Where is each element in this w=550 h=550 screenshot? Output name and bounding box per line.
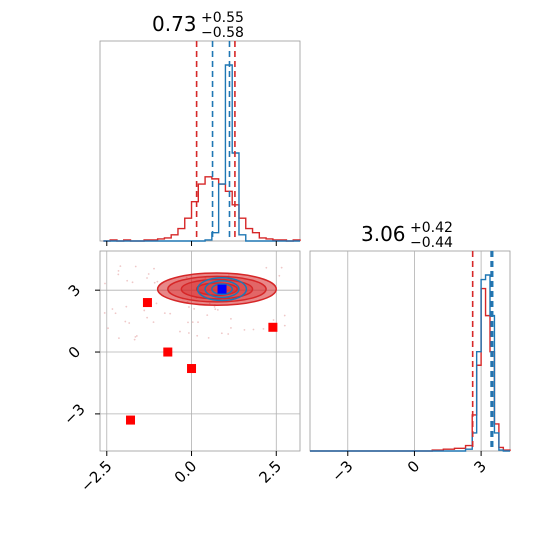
- hist2-xtick-label-2: 3: [470, 457, 489, 476]
- sample-point: [134, 265, 137, 268]
- sample-point: [187, 321, 189, 324]
- joint-contours: [103, 265, 286, 341]
- sample-point: [135, 335, 138, 337]
- marked-point-3: [126, 415, 136, 425]
- sample-point: [283, 324, 286, 327]
- marked-points: [126, 284, 278, 425]
- sample-point: [117, 273, 120, 276]
- sample-point: [163, 312, 166, 315]
- sample-point: [265, 266, 268, 269]
- joint-xtick-label-0: −2.5: [77, 457, 115, 495]
- joint-ytick-label-1: 0: [65, 343, 84, 362]
- sample-point: [143, 309, 146, 312]
- sample-point: [119, 265, 122, 268]
- sample-point: [126, 279, 129, 282]
- sample-point: [146, 316, 149, 319]
- marked-point-1: [163, 347, 173, 357]
- sample-point: [243, 328, 246, 331]
- sample-point: [125, 305, 128, 308]
- joint-blue-contour-2: [211, 283, 233, 296]
- sample-point: [152, 321, 155, 323]
- sample-point: [114, 312, 117, 315]
- sample-point: [191, 321, 194, 324]
- sample-point: [220, 332, 223, 335]
- hist2-xtick-label-0: −3: [328, 457, 356, 485]
- sample-point: [103, 312, 106, 314]
- sample-point: [187, 332, 190, 334]
- hist2-xtick-label-1: 0: [404, 457, 423, 476]
- sample-point: [147, 273, 150, 275]
- histogram-param-2: [310, 274, 511, 452]
- title-param-2: 3.06 +0.42 −0.44: [361, 220, 453, 251]
- sample-point: [118, 337, 120, 340]
- sample-point: [124, 320, 127, 323]
- sample-point: [134, 335, 137, 338]
- sample-point: [206, 314, 209, 317]
- marked-point-0: [142, 298, 152, 308]
- sample-point: [146, 277, 148, 279]
- joint-xtick-label-1: 0.0: [171, 457, 201, 487]
- sample-point: [153, 267, 155, 270]
- title-param-2-plus: +0.42: [410, 220, 453, 236]
- joint-blue-contour-0: [196, 277, 248, 302]
- sample-point: [252, 328, 255, 331]
- title-param-1: 0.73 +0.55 −0.58: [152, 10, 244, 41]
- title-param-1-value: 0.73: [152, 12, 197, 36]
- joint-ytick-label-2: 3: [65, 281, 84, 300]
- sample-point: [188, 306, 190, 308]
- sample-point: [104, 282, 106, 285]
- sample-point: [128, 322, 131, 324]
- title-param-2-value: 3.06: [361, 222, 406, 246]
- sample-point: [107, 327, 109, 330]
- truth-point: [217, 284, 227, 294]
- sample-point: [169, 312, 172, 315]
- sample-point: [230, 317, 232, 320]
- sample-point: [207, 336, 210, 339]
- sample-point: [131, 281, 134, 284]
- marked-point-2: [187, 364, 197, 374]
- sample-point: [196, 334, 199, 337]
- sample-point: [230, 327, 232, 329]
- sample-point: [179, 330, 181, 333]
- hist-param-2-frame: [309, 250, 511, 452]
- quantile-lines: [195, 41, 494, 451]
- hist-2-blue-series: [310, 274, 510, 452]
- sample-point: [216, 308, 219, 311]
- sample-point: [280, 266, 283, 269]
- sample-point: [262, 327, 265, 330]
- joint-ytick-label-0: −3: [60, 400, 88, 428]
- sample-point: [283, 314, 286, 317]
- marked-point-4: [268, 322, 278, 332]
- sample-point: [213, 306, 216, 308]
- title-param-1-minus: −0.58: [201, 25, 244, 41]
- sample-point: [155, 302, 158, 305]
- sample-point: [214, 308, 217, 311]
- title-param-1-plus: +0.55: [201, 10, 244, 26]
- sample-point: [278, 274, 281, 277]
- hist-param-1-frame: [99, 40, 301, 242]
- title-param-2-minus: −0.44: [410, 235, 453, 251]
- sample-point: [197, 321, 199, 324]
- sample-point: [133, 338, 136, 341]
- sample-point: [272, 319, 275, 321]
- sample-point: [111, 308, 114, 310]
- sample-point: [153, 281, 156, 284]
- joint-red-contour-0: [156, 272, 278, 306]
- sample-point: [117, 270, 120, 272]
- sample-point: [227, 333, 230, 335]
- joint-blue-contour-1: [204, 280, 240, 299]
- sample-point: [193, 307, 196, 310]
- joint-xtick-label-2: 2.5: [256, 457, 286, 487]
- sample-point: [156, 280, 159, 283]
